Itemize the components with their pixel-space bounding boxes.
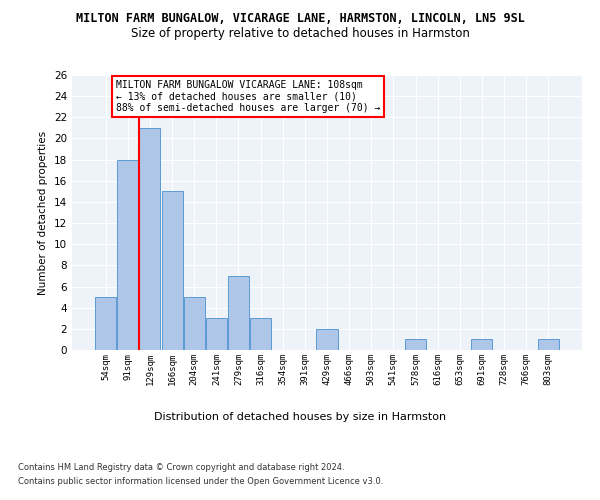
Bar — [139, 128, 160, 350]
Bar — [316, 329, 338, 350]
Text: MILTON FARM BUNGALOW VICARAGE LANE: 108sqm
← 13% of detached houses are smaller : MILTON FARM BUNGALOW VICARAGE LANE: 108s… — [116, 80, 380, 114]
Text: Distribution of detached houses by size in Harmston: Distribution of detached houses by size … — [154, 412, 446, 422]
Bar — [206, 318, 227, 350]
Bar — [472, 340, 493, 350]
Y-axis label: Number of detached properties: Number of detached properties — [38, 130, 49, 294]
Bar — [228, 276, 249, 350]
Bar — [118, 160, 139, 350]
Bar — [538, 340, 559, 350]
Text: Contains HM Land Registry data © Crown copyright and database right 2024.: Contains HM Land Registry data © Crown c… — [18, 462, 344, 471]
Bar — [250, 318, 271, 350]
Text: Size of property relative to detached houses in Harmston: Size of property relative to detached ho… — [131, 28, 469, 40]
Bar — [161, 192, 182, 350]
Bar — [405, 340, 426, 350]
Text: Contains public sector information licensed under the Open Government Licence v3: Contains public sector information licen… — [18, 478, 383, 486]
Text: MILTON FARM BUNGALOW, VICARAGE LANE, HARMSTON, LINCOLN, LN5 9SL: MILTON FARM BUNGALOW, VICARAGE LANE, HAR… — [76, 12, 524, 26]
Bar — [95, 297, 116, 350]
Bar — [184, 297, 205, 350]
